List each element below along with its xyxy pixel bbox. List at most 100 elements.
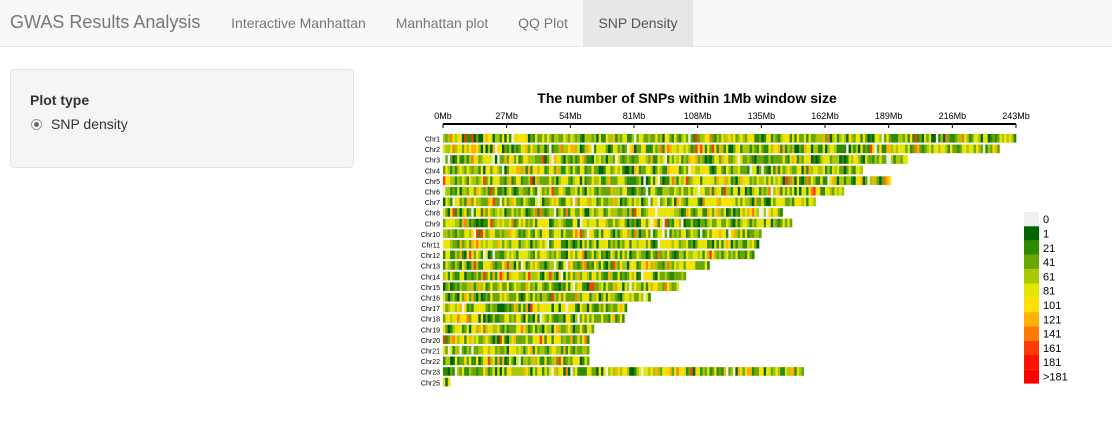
density-bin [596,144,599,154]
density-bin [615,261,618,270]
density-bin [461,282,465,291]
density-bin [716,240,720,249]
density-bin [520,303,524,313]
density-bin [461,303,465,313]
density-bin [572,282,576,291]
density-bin [593,314,597,323]
density-bin [513,303,517,313]
density-bin [461,293,465,302]
density-bin [700,155,703,164]
density-bin [544,293,548,302]
density-bin [454,314,458,323]
density-bin [820,144,823,154]
density-bin [485,197,489,207]
density-bin [452,314,456,323]
density-bin [476,134,479,143]
density-bin [445,377,449,387]
density-bin [553,197,557,207]
density-bin [808,176,812,185]
density-bin [544,271,548,281]
density-bin [525,165,529,175]
density-bin [796,176,800,185]
density-bin [539,335,543,344]
density-bin [751,208,755,217]
density-bin [504,144,507,154]
density-bin [549,346,552,355]
density-bin [516,367,519,376]
density-bin [600,187,604,196]
snp-density-radio-label[interactable]: SNP density [51,116,128,132]
density-bin [648,218,651,228]
density-bin [572,250,576,260]
density-bin [582,208,585,217]
density-bin [539,155,543,164]
tab-interactive-manhattan[interactable]: Interactive Manhattan [231,15,366,31]
density-bin [504,187,507,196]
density-bin [758,229,762,238]
density-bin [867,155,871,164]
density-bin [443,282,446,291]
density-bin [631,282,635,291]
density-bin [914,144,918,154]
density-bin [443,377,446,387]
density-bin [725,144,729,154]
density-bin [700,240,703,249]
tab-snp-density[interactable]: SNP Density [583,0,693,46]
density-bin [952,134,955,143]
density-bin [461,144,465,154]
density-bin [461,356,465,366]
density-bin [518,187,522,196]
density-bin [473,314,477,323]
density-bin [450,324,453,334]
density-bin [655,282,658,291]
density-bin [549,250,552,260]
density-bin [534,261,538,270]
density-bin [579,155,583,164]
density-bin [598,187,602,196]
density-bin [560,144,564,154]
density-bin [711,367,715,376]
density-bin [523,324,526,334]
tab-qq-plot[interactable]: QQ Plot [518,15,568,31]
density-bin [700,187,703,196]
density-bin [565,240,569,249]
density-bin [504,229,507,238]
density-bin [801,176,805,185]
density-bin [657,250,661,260]
density-bin [572,356,576,366]
density-bin [985,144,989,154]
density-bin [464,176,467,185]
density-bin [549,229,552,238]
density-bin [657,144,661,154]
density-bin [492,324,496,334]
density-bin [586,314,590,323]
density-bin [556,155,559,164]
density-bin [471,293,474,302]
density-bin [593,176,597,185]
density-bin [617,155,621,164]
density-bin [501,144,505,154]
density-bin [768,197,772,207]
density-bin [883,144,887,154]
density-bin [570,187,573,196]
density-bin [667,144,670,154]
density-bin [900,134,904,143]
density-bin [450,250,453,260]
density-bin [509,314,512,323]
density-bin [815,187,819,196]
density-bin [483,218,486,228]
density-bin [501,240,505,249]
tab-manhattan-plot[interactable]: Manhattan plot [395,15,489,31]
density-bin [534,314,538,323]
snp-density-radio[interactable] [31,119,42,130]
density-bin [506,367,510,376]
density-bin [570,155,573,164]
density-bin [638,271,642,281]
density-bin [492,303,496,313]
density-bin [560,356,564,366]
app-title[interactable]: GWAS Results Analysis [10,12,201,32]
density-bin [539,165,543,175]
density-bin [780,367,783,376]
density-bin [886,155,889,164]
density-bin [751,197,755,207]
